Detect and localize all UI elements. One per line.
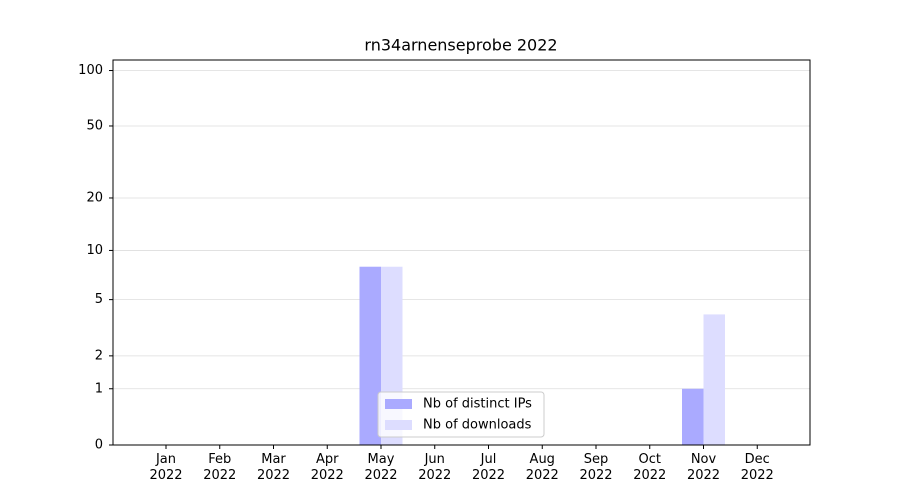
y-tick-label: 20 <box>86 190 103 205</box>
y-tick-label: 50 <box>86 118 103 133</box>
x-tick-label: May 2022 <box>364 452 398 483</box>
legend-label: Nb of distinct IPs <box>423 397 532 412</box>
x-tick-label: Dec 2022 <box>740 452 774 483</box>
x-tick-label: Mar 2022 <box>256 452 291 483</box>
x-tick-label: Jan 2022 <box>149 452 183 483</box>
x-tick-label: Feb 2022 <box>203 452 237 483</box>
y-tick-label: 0 <box>95 438 103 453</box>
bar <box>682 388 704 445</box>
x-tick-label: Nov 2022 <box>686 452 721 483</box>
y-tick-label: 100 <box>78 63 103 78</box>
x-tick-label: Jun 2022 <box>418 452 452 483</box>
legend-box <box>377 391 545 438</box>
bar <box>703 314 725 445</box>
y-tick-label: 1 <box>95 381 103 396</box>
plot-frame <box>112 59 811 446</box>
x-tick-label: Aug 2022 <box>525 452 559 483</box>
x-tick-label: Jul 2022 <box>471 452 506 483</box>
chart-title: rn34arnenseprobe 2022 <box>364 36 557 55</box>
y-tick-label: 5 <box>95 292 103 307</box>
legend-swatch <box>385 399 412 409</box>
legend-swatch <box>385 420 412 430</box>
bar <box>359 266 381 445</box>
x-tick-label: Apr 2022 <box>310 452 344 483</box>
x-tick-label: Sep 2022 <box>579 452 613 483</box>
x-tick-label: Oct 2022 <box>633 452 667 483</box>
legend-label: Nb of downloads <box>423 418 532 433</box>
y-tick-label: 2 <box>95 348 103 363</box>
y-tick-label: 10 <box>86 243 103 258</box>
